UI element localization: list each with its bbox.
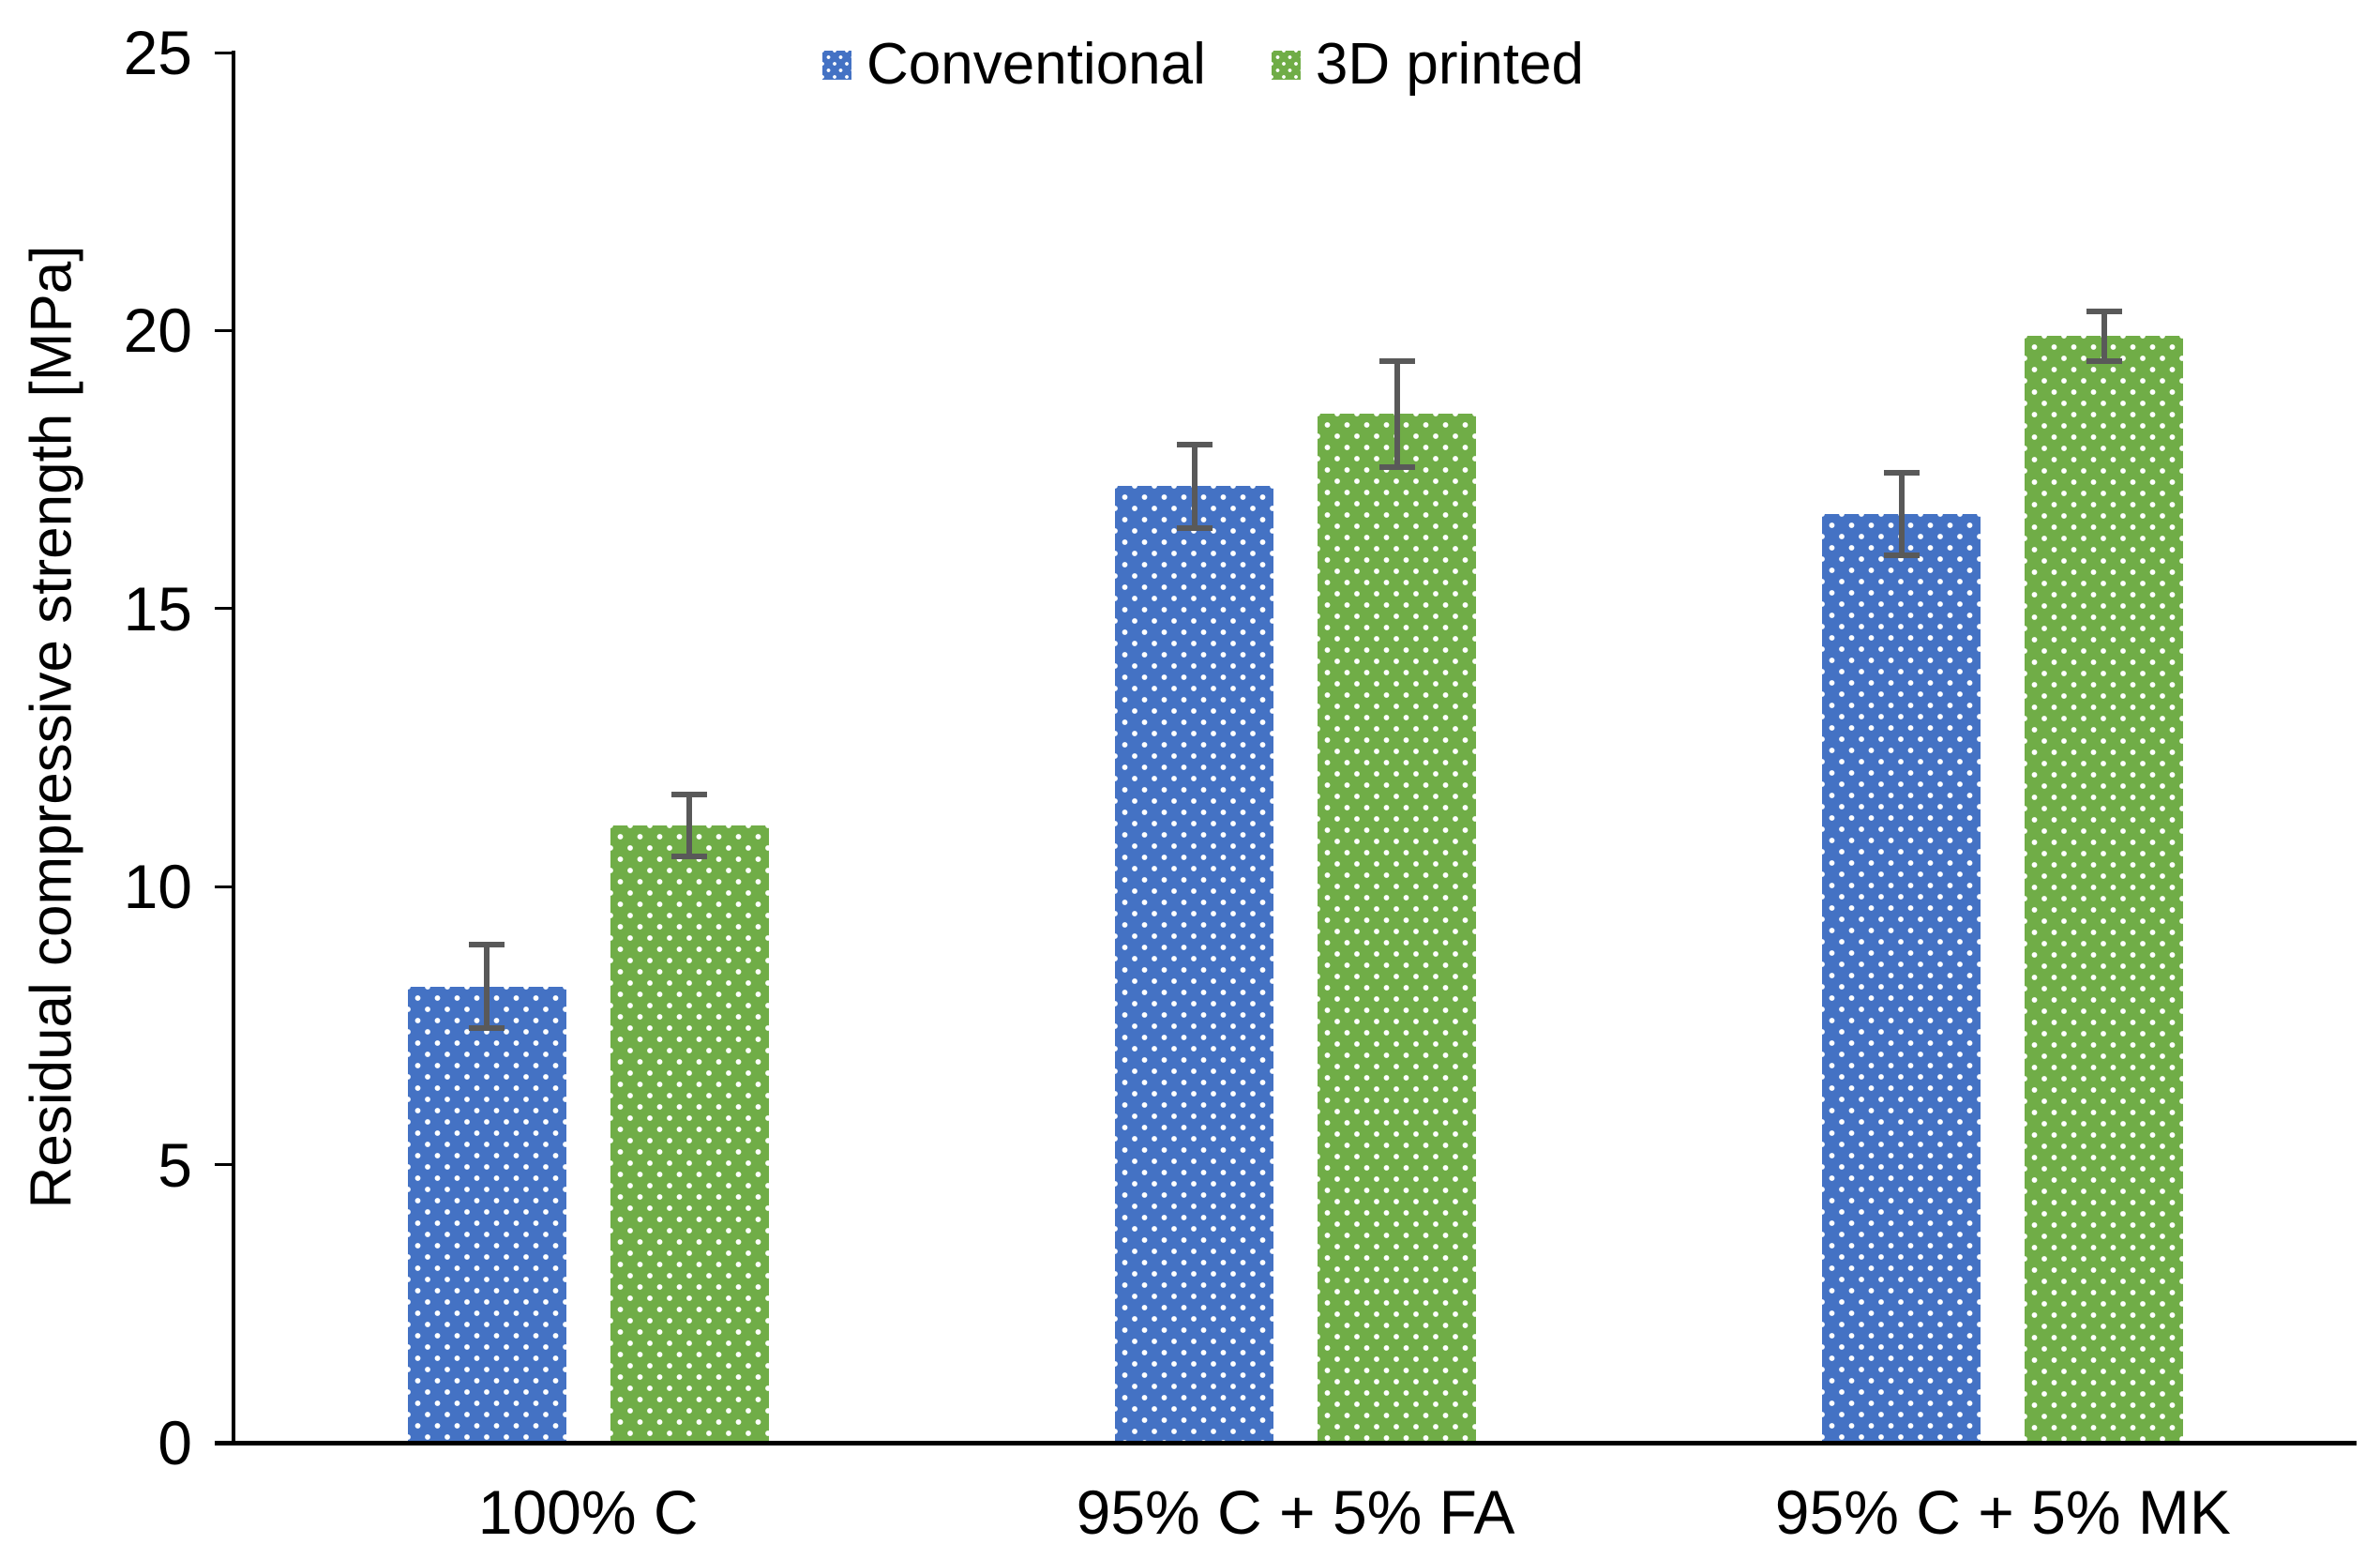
error-bar-cap [1378, 358, 1415, 365]
error-bar-conventional-100-c [469, 942, 505, 1032]
error-bar-line [1393, 358, 1400, 470]
bar-conventional-95-c-5-fa [1115, 486, 1273, 1441]
error-bar-cap [671, 792, 708, 798]
y-tick-label-5: 5 [158, 1129, 192, 1200]
y-tick-mark-25 [215, 51, 234, 54]
y-tick-mark-5 [215, 1163, 234, 1167]
legend-item-conventional: Conventional [822, 31, 1206, 98]
error-bar-cap [671, 853, 708, 859]
x-axis-label-95-c-5-mk: 95% C + 5% MK [1774, 1477, 2231, 1547]
y-tick-mark-20 [215, 328, 234, 332]
bar-3d-printed-100-c [610, 825, 769, 1441]
y-axis-line [232, 51, 235, 1443]
error-bar-line [1898, 469, 1905, 559]
legend-label-conventional: Conventional [866, 32, 1206, 97]
error-bar-cap [469, 1025, 505, 1032]
y-tick-label-0: 0 [158, 1408, 192, 1477]
error-bar-cap [2086, 308, 2122, 314]
y-tick-label-10: 10 [123, 852, 192, 922]
legend-label-3d-printed: 3D printed [1315, 32, 1584, 97]
error-bar-cap [469, 942, 505, 948]
bar-3d-printed-95-c-5-fa [1318, 414, 1476, 1441]
legend-swatch-conventional [822, 50, 851, 80]
error-bar-line [686, 792, 693, 859]
y-tick-label-15: 15 [123, 573, 192, 643]
error-bar-line [1191, 441, 1198, 531]
error-bar-cap [1883, 469, 1920, 476]
y-axis-title: Residual compressive strength [MPa] [19, 246, 85, 1209]
legend: Conventional 3D printed [822, 31, 1584, 98]
error-bar-line [2101, 308, 2107, 364]
bar-conventional-100-c [407, 986, 566, 1441]
error-bar-cap [2086, 357, 2122, 364]
error-bar-line [484, 942, 490, 1032]
x-axis-label-100-c: 100% C [477, 1477, 699, 1547]
error-bar-3d-printed-100-c [671, 792, 708, 859]
y-tick-mark-15 [215, 607, 234, 611]
bar-3d-printed-95-c-5-mk [2025, 336, 2184, 1441]
error-bar-cap [1176, 441, 1213, 447]
error-bar-conventional-95-c-5-fa [1176, 441, 1213, 531]
error-bar-cap [1378, 463, 1415, 470]
y-tick-label-25: 25 [123, 18, 192, 87]
x-axis-line [215, 1441, 2357, 1445]
y-tick-mark-10 [215, 885, 234, 888]
error-bar-3d-printed-95-c-5-fa [1378, 358, 1415, 470]
error-bar-cap [1176, 524, 1213, 531]
error-bar-cap [1883, 552, 1920, 559]
error-bar-conventional-95-c-5-mk [1883, 469, 1920, 559]
legend-swatch-3d-printed [1271, 50, 1301, 80]
error-bar-3d-printed-95-c-5-mk [2086, 308, 2122, 364]
bar-conventional-95-c-5-mk [1822, 514, 1981, 1441]
x-axis-label-95-c-5-fa: 95% C + 5% FA [1076, 1477, 1515, 1547]
y-tick-label-20: 20 [123, 295, 192, 366]
y-axis-title-text: Residual compressive strength [MPa] [19, 245, 84, 1209]
legend-item-3d-printed: 3D printed [1271, 31, 1584, 98]
